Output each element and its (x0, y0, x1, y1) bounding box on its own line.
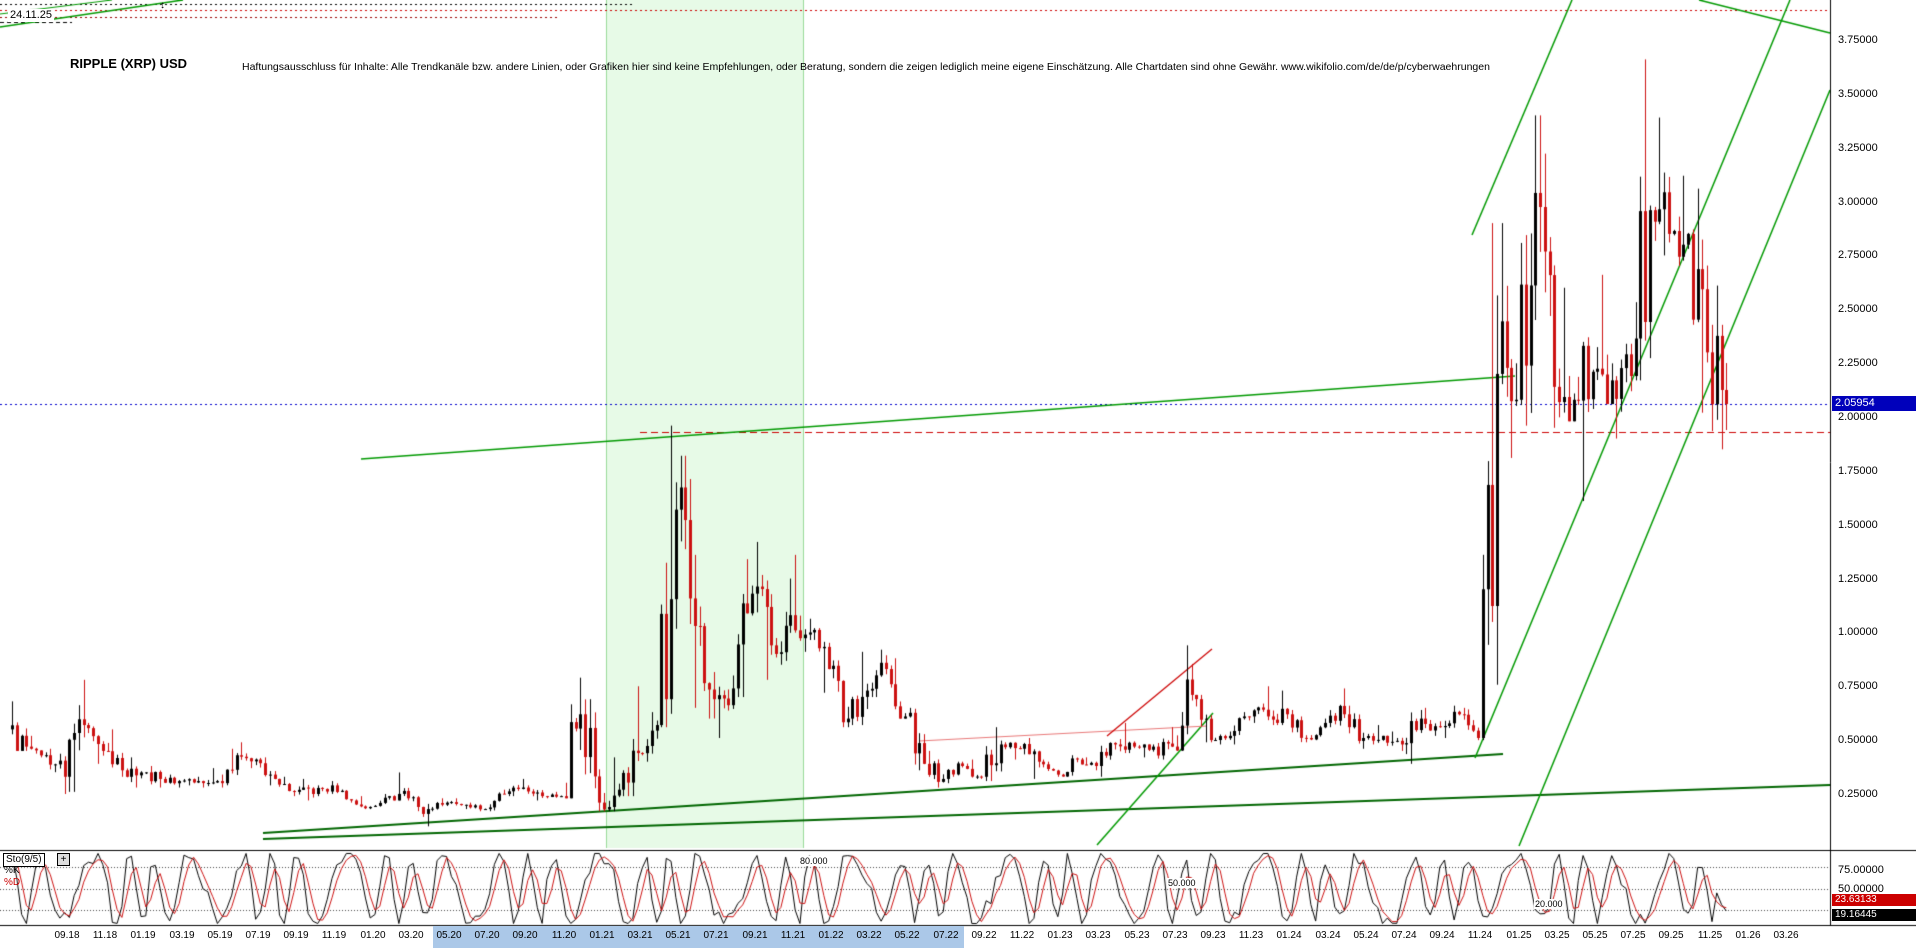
x-axis-label: 11.21 (780, 930, 806, 941)
x-axis-label: 01.23 (1047, 930, 1073, 941)
instrument-title: RIPPLE (XRP) USD (70, 56, 188, 71)
axis-scale-marker-icon: ↕ (160, 0, 165, 11)
x-axis-label: 09.20 (512, 930, 538, 941)
x-axis-label: 05.21 (665, 930, 691, 941)
x-axis-label: 01.19 (130, 930, 156, 941)
x-axis-label: 11.19 (321, 930, 347, 941)
x-axis-label: 03.21 (627, 930, 653, 941)
stochastic-indicator-label[interactable]: Sto(9/5) (3, 853, 45, 867)
price-axis-label: 3.25000 (1838, 142, 1878, 154)
x-axis-label: 07.24 (1391, 930, 1417, 941)
x-axis-label: 03.23 (1085, 930, 1111, 941)
price-axis-label: 0.25000 (1838, 788, 1878, 800)
x-axis-label: 03.20 (398, 930, 424, 941)
x-axis-label: 01.21 (589, 930, 615, 941)
stochastic-k-value-tag: 19.16445 (1832, 909, 1916, 921)
x-axis-label: 01.22 (818, 930, 844, 941)
x-axis-label: 11.24 (1467, 930, 1493, 941)
x-axis-label: 05.25 (1582, 930, 1608, 941)
x-axis-label: 11.25 (1697, 930, 1723, 941)
price-axis-label: 1.25000 (1838, 573, 1878, 585)
price-axis-label: 3.00000 (1838, 196, 1878, 208)
price-axis-label: 2.75000 (1838, 249, 1878, 261)
x-axis-label: 07.20 (474, 930, 500, 941)
x-axis-label: 07.21 (703, 930, 729, 941)
x-axis-label: 11.18 (92, 930, 118, 941)
x-axis-label: 07.19 (245, 930, 271, 941)
price-axis-label: 3.75000 (1838, 34, 1878, 46)
price-axis-label: 1.00000 (1838, 626, 1878, 638)
percent-k-label: %K (4, 865, 20, 876)
stochastic-level-label: 80.000 (799, 856, 829, 867)
price-axis-label: 2.50000 (1838, 303, 1878, 315)
price-axis-label: 3.50000 (1838, 88, 1878, 100)
x-axis-label: 05.24 (1353, 930, 1379, 941)
x-axis-label: 05.20 (436, 930, 462, 941)
x-axis-label: 05.22 (894, 930, 920, 941)
x-axis-label: 09.23 (1200, 930, 1226, 941)
x-axis-label: 07.22 (933, 930, 959, 941)
x-axis-label: 07.25 (1620, 930, 1646, 941)
indicator-add-button[interactable]: + (57, 853, 70, 866)
price-axis-label: 0.75000 (1838, 680, 1878, 692)
x-axis-label: 03.22 (856, 930, 882, 941)
x-axis-label: 09.18 (54, 930, 80, 941)
x-axis-label: 01.20 (360, 930, 386, 941)
x-axis-label: 03.19 (169, 930, 195, 941)
x-axis-label: 05.23 (1124, 930, 1150, 941)
x-axis-label: 05.19 (207, 930, 233, 941)
x-axis-label: 09.21 (742, 930, 768, 941)
x-axis-label: 01.24 (1276, 930, 1302, 941)
last-price-tag: 2.05954 (1832, 396, 1916, 411)
price-axis-label: 2.00000 (1838, 411, 1878, 423)
x-axis-label: 11.22 (1009, 930, 1035, 941)
price-axis-label: 1.50000 (1838, 519, 1878, 531)
stochastic-axis-label: 50.00000 (1838, 883, 1884, 895)
price-axis-label: 0.50000 (1838, 734, 1878, 746)
percent-d-label: %D (4, 877, 21, 888)
x-axis-label: 11.23 (1238, 930, 1264, 941)
stochastic-axis-label: 75.00000 (1838, 864, 1884, 876)
x-axis-label: 03.24 (1315, 930, 1341, 941)
date-label: 24.11.25 (8, 9, 55, 22)
x-axis-highlight (433, 926, 964, 948)
x-axis-label: 03.26 (1773, 930, 1799, 941)
disclaimer-text: Haftungsausschluss für Inhalte: Alle Tre… (242, 61, 1490, 73)
x-axis-label: 11.20 (551, 930, 577, 941)
stochastic-level-label: 50.000 (1167, 878, 1197, 889)
x-axis-label: 01.26 (1735, 930, 1761, 941)
stochastic-level-label: 20.000 (1534, 899, 1564, 910)
x-axis-label: 01.25 (1506, 930, 1532, 941)
x-axis-label: 07.23 (1162, 930, 1188, 941)
x-axis-label: 09.22 (971, 930, 997, 941)
x-axis-label: 09.25 (1658, 930, 1684, 941)
x-axis-label: 03.25 (1544, 930, 1570, 941)
price-axis-label: 2.25000 (1838, 357, 1878, 369)
x-axis-label: 09.24 (1429, 930, 1455, 941)
price-axis-label: 1.75000 (1838, 465, 1878, 477)
stochastic-d-value-tag: 23.63133 (1832, 894, 1916, 906)
x-axis-label: 09.19 (283, 930, 309, 941)
